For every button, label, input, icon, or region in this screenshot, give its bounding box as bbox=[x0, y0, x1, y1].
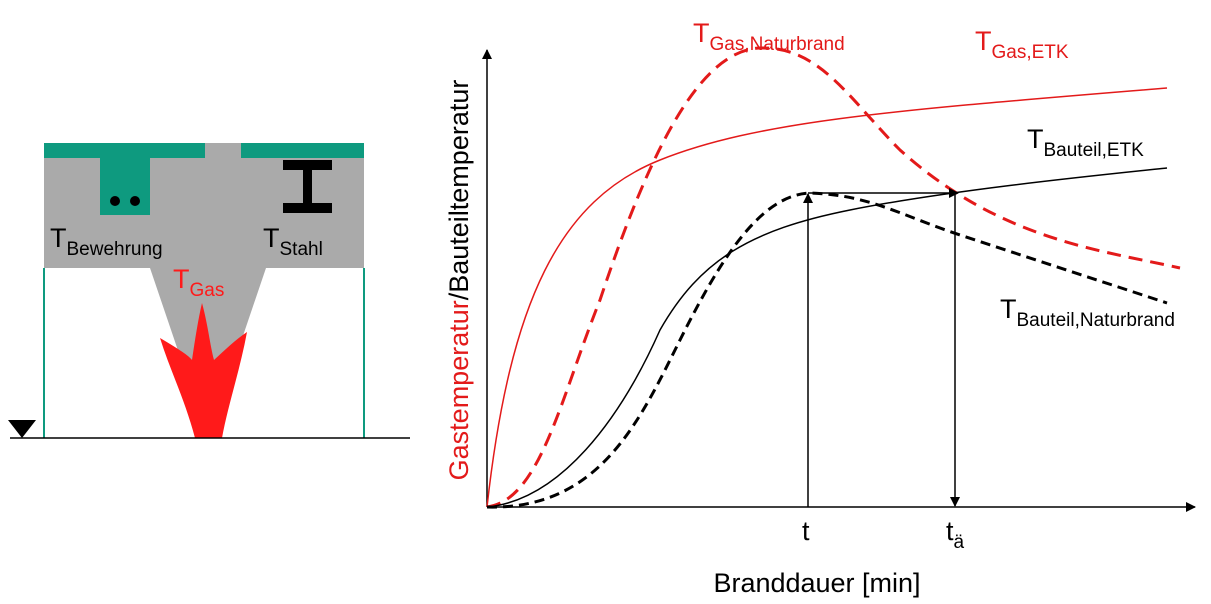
curve-member-natural bbox=[486, 191, 1168, 509]
curve-label: TBauteil,Naturbrand bbox=[1000, 294, 1175, 331]
label-rebar-temp: TBewehrung bbox=[50, 223, 163, 260]
curve-member-etk bbox=[486, 167, 1168, 508]
curve-gas-etk bbox=[486, 87, 1168, 508]
label-steel-temp: TStahl bbox=[263, 223, 323, 260]
x-marker: tä bbox=[946, 516, 965, 553]
deck-left bbox=[44, 143, 205, 158]
x-marker: t bbox=[802, 516, 810, 546]
ground-marker bbox=[8, 420, 36, 438]
slab-gap bbox=[205, 143, 241, 158]
label-gas-temp: TGas bbox=[173, 264, 224, 301]
y-axis-label: Gastemperatur/Bauteiltemperatur bbox=[444, 80, 474, 481]
building-section: TBewehrung TStahl TGas bbox=[8, 143, 410, 439]
x-axis-label: Branddauer [min] bbox=[713, 568, 920, 598]
deck-right bbox=[241, 143, 364, 158]
curve-gas-natural bbox=[486, 46, 1181, 509]
steel-beam bbox=[283, 160, 332, 213]
flame bbox=[160, 303, 247, 438]
curve-label: TGas,Naturbrand bbox=[693, 18, 845, 55]
beam-stem bbox=[100, 158, 150, 215]
curve-label: TGas,ETK bbox=[975, 26, 1069, 63]
chart: TGas,Naturbrand TGas,ETK TBauteil,ETK TB… bbox=[444, 18, 1196, 598]
curve-label: TBauteil,ETK bbox=[1027, 124, 1144, 161]
rebar bbox=[130, 196, 140, 206]
rebar bbox=[110, 196, 120, 206]
